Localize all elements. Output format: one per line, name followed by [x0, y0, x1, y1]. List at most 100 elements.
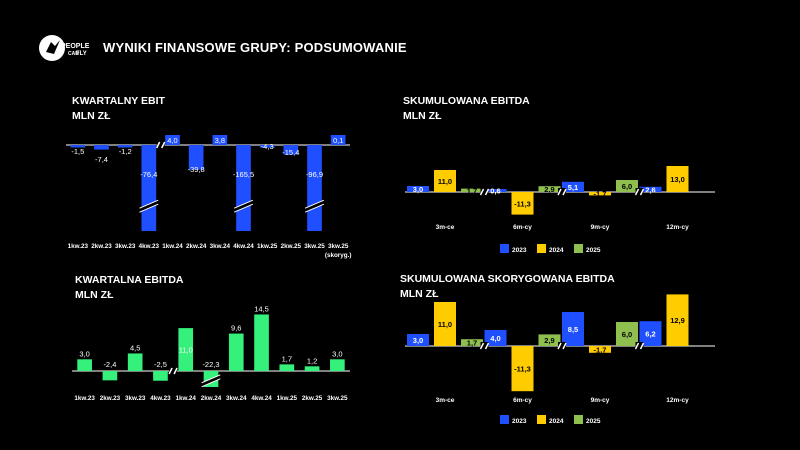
ebit-bar-break-10-line-b: [304, 203, 325, 213]
ebitda-tick-label-10: 3kw.25: [327, 395, 348, 402]
cum-data-label-2025-9m-cy: 6,0: [622, 182, 632, 191]
cum-data-label-2024-6m-cy: -11,3: [514, 199, 531, 208]
cum-data-label-2023-12m-cy: 2,6: [645, 185, 655, 194]
cum-bar-2025-9m-cy: [616, 180, 638, 192]
ebit-tick-label-11: 3kw.25: [328, 243, 349, 250]
ebitda-tick-label-3: 4kw.23: [150, 395, 171, 402]
ebit-data-label-6: 3,8: [215, 136, 225, 145]
cumadj-bar-2023-9m-cy: [562, 312, 584, 346]
ebit-bar-break-10-line-a: [304, 199, 325, 209]
ebitda-tick-label-6: 3kw.24: [226, 395, 247, 402]
cumadj-tick-label-3: 12m-cy: [666, 397, 689, 404]
ebitda-data-label-5: -22,3: [202, 360, 219, 369]
ebitda-bar-3kw.23-2: [127, 353, 143, 371]
ebit-tick-label-9: 2kw.25: [281, 243, 302, 250]
cum-legend-swatch-2023: [500, 244, 509, 253]
cumadj-axis-break-2-gap: [558, 342, 566, 350]
ebit-data-label-0: -1,5: [71, 147, 84, 156]
ebitda-data-label-7: 14,5: [254, 304, 269, 313]
cum-axis-break-2-slash-b: [562, 188, 567, 196]
cumadj-tick-label-2: 9m-cy: [591, 397, 610, 404]
ebitda-bar-4kw.23-3: [153, 371, 168, 381]
ebit-tick-label-3: 4kw.23: [139, 243, 160, 250]
cumadj-bar-2025-3m-ce: [461, 339, 483, 346]
cum-bar-2025-3m-ce: [461, 188, 483, 192]
cumadj-bar-2023-6m-cy: [484, 330, 507, 346]
cum-title: SKUMULOWANA EBITDA: [403, 95, 530, 107]
ebitda-data-label-8: 1,7: [282, 354, 292, 363]
ebit-data-label-7: -165,5: [233, 170, 254, 179]
cum-legend-swatch-2024: [537, 244, 546, 253]
cum-bar-2025-6m-cy: [538, 186, 561, 192]
cum-data-label-2023-6m-cy: 0,6: [490, 187, 500, 196]
cumadj-axis-break-3-slash-a: [634, 342, 640, 350]
cumadj-legend-label-2024: 2024: [549, 418, 564, 425]
ebitda-data-label-2: 4,5: [130, 343, 140, 352]
ebit-data-label-11: 0,1: [333, 136, 343, 145]
cumadj-legend-label-2025: 2025: [586, 418, 601, 425]
cumadj-axis-break-2-slash-a: [557, 342, 562, 350]
cum-legend-swatch-2025: [574, 244, 583, 253]
ebit-data-label-4: 4,0: [167, 136, 177, 145]
ebit-bar-3kw.23-2: [117, 145, 133, 148]
cum-bar-2023-3m-ce: [407, 186, 429, 192]
ebit-data-label-9: -15,4: [282, 148, 299, 157]
ebit-bar-1kw.25-8: [259, 145, 275, 148]
cum-data-label-2024-12m-cy: 13,0: [670, 175, 685, 184]
ebit-tick-label-5: 2kw.24: [186, 243, 207, 250]
ebit-tick-label-6: 3kw.24: [210, 243, 231, 250]
ebit-bar-break-7-line-b: [233, 203, 254, 213]
ebit-title: KWARTALNY EBIT: [72, 95, 165, 107]
ebit-bar-break-7-line-a: [233, 199, 254, 209]
cum-tick-label-1: 6m-cy: [513, 224, 532, 231]
ebitda-tick-label-5: 2kw.24: [201, 395, 222, 402]
logo-text-people: PEOPLE: [61, 43, 90, 50]
ebitda-bar-3kw.24-6: [228, 333, 244, 371]
cumadj-bar-2024-3m-ce: [434, 302, 456, 346]
ebit-panel-title: KWARTALNY EBIT MLN ZŁ: [72, 94, 165, 124]
ebitda-tick-label-2: 3kw.23: [125, 395, 146, 402]
ebit-data-label-2: -1,2: [119, 147, 132, 156]
ebitda-bar-1kw.25-8: [279, 364, 295, 371]
cumadj-data-label-2024-6m-cy: -11,3: [514, 365, 531, 374]
ebitda-bar-1kw.24-4: [178, 328, 194, 371]
ebit-tick-label-1: 2kw.23: [91, 243, 112, 250]
ebit-bar-2kw.23-1: [94, 145, 109, 150]
cumadj-data-label-2024-9m-cy: -1,7: [594, 345, 607, 354]
ebitda-unit: MLN ZŁ: [75, 289, 114, 301]
cumadj-bar-2024-12m-cy: [666, 294, 689, 346]
cum-panel-title: SKUMULOWANA EBITDA MLN ZŁ: [403, 94, 530, 124]
ebitda-title: KWARTALNA EBITDA: [75, 274, 184, 286]
cum-data-label-2024-3m-ce: 11,0: [438, 177, 452, 186]
ebitda-bar-break-5-line-b: [201, 378, 221, 388]
ebitda-tick-label-0: 1kw.23: [74, 395, 95, 402]
ebit-data-label-8: -4,3: [261, 142, 274, 151]
ebitda-data-label-1: -2,4: [103, 360, 116, 369]
ebitda-data-label-0: 3,0: [79, 349, 89, 358]
cum-tick-label-3: 12m-cy: [666, 224, 689, 231]
ebit-axis-break-slash-a: [155, 141, 161, 149]
cumadj-tick-label-1: 6m-cy: [513, 397, 532, 404]
ebitda-tick-label-9: 2kw.25: [302, 395, 323, 402]
page-title: WYNIKI FINANSOWE GRUPY: PODSUMOWANIE: [103, 40, 407, 55]
ebit-tick-label-2: 3kw.23: [115, 243, 136, 250]
cumadj-legend-swatch-2024: [537, 415, 546, 424]
ebitda-tick-label-7: 4kw.24: [251, 395, 272, 402]
cumadj-data-label-2023-9m-cy: 8,5: [568, 325, 578, 334]
ebit-bar-break-3-line-a: [139, 199, 159, 209]
ebitda-bar-3kw.25-10: [330, 359, 345, 371]
cumadj-bar-2023-12m-cy: [639, 321, 662, 346]
cumadj-legend-swatch-2025: [574, 415, 583, 424]
ebitda-axis-break-slash-b: [173, 367, 178, 375]
cumadj-axis-break-1-gap: [480, 342, 489, 350]
cumadj-panel-title: SKUMULOWANA SKORYGOWANA EBITDA MLN ZŁ: [400, 272, 615, 302]
cumadj-data-label-2025-3m-ce: 1,7: [467, 339, 477, 348]
ebitda-bar-1kw.23-0: [77, 359, 92, 371]
ebitda-panel-title: KWARTALNA EBITDA MLN ZŁ: [75, 273, 184, 303]
ebitda-data-label-6: 9,6: [231, 324, 241, 333]
cumadj-bar-2025-6m-cy: [538, 334, 561, 346]
cum-data-label-2024-9m-cy: -1,7: [594, 190, 607, 199]
